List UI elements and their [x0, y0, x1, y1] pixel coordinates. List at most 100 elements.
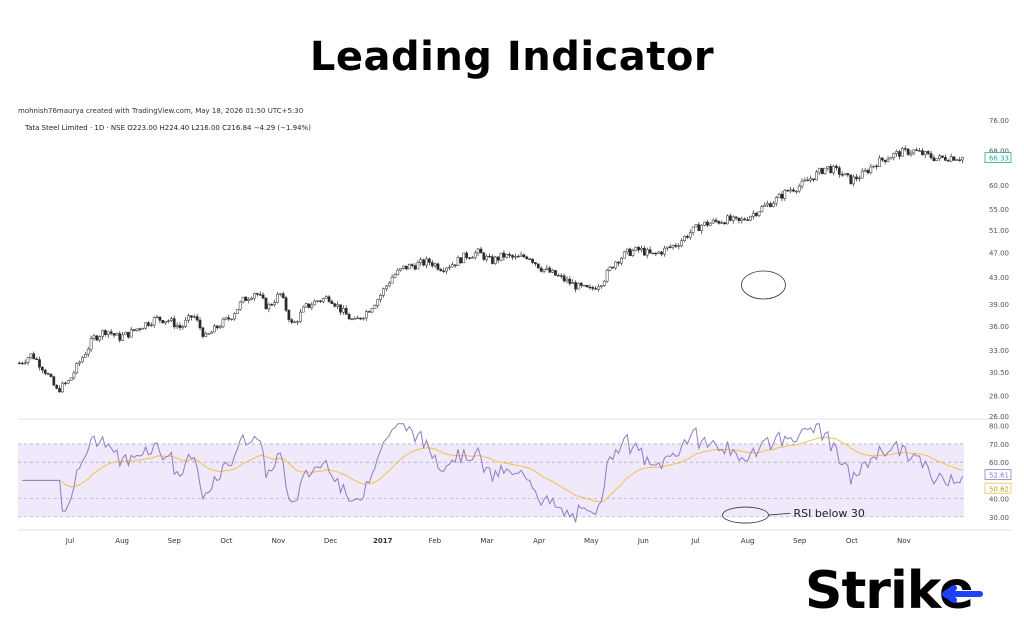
- candle: [614, 261, 618, 269]
- candle: [396, 269, 400, 275]
- candle: [812, 178, 815, 181]
- candle: [677, 245, 681, 247]
- candle: [717, 221, 721, 224]
- candle: [921, 150, 924, 156]
- candle: [213, 325, 216, 333]
- price-tick-label: 68.00: [989, 148, 1009, 156]
- candle: [628, 248, 632, 256]
- candle: [247, 299, 251, 301]
- candle: [307, 303, 311, 308]
- candle: [542, 269, 546, 272]
- candle: [938, 155, 941, 159]
- rsi-last-label: 52.61: [989, 472, 1009, 480]
- candle: [422, 259, 425, 266]
- candle: [786, 189, 790, 192]
- candle: [803, 179, 807, 182]
- candle: [794, 190, 798, 193]
- candle: [109, 331, 113, 334]
- candle: [751, 212, 755, 217]
- candle: [597, 286, 600, 290]
- candle: [499, 252, 503, 261]
- candle: [479, 248, 483, 254]
- candle: [680, 240, 683, 247]
- chart-container: 76.00 68.00 60.00 55.00 51.00 47.00 43.00 39.00…: [18, 106, 1012, 552]
- page-title: Leading Indicator: [309, 34, 715, 80]
- candle: [267, 304, 271, 310]
- candle: [585, 284, 589, 288]
- candle: [708, 222, 712, 226]
- x-axis-label: Jul: [65, 537, 75, 545]
- candle: [459, 257, 463, 264]
- price-tick-label: 47.00: [989, 250, 1009, 258]
- candle: [551, 270, 554, 273]
- candle: [783, 189, 787, 199]
- candle: [258, 294, 262, 296]
- price-tick-label: 76.00: [989, 117, 1009, 125]
- last-price-label: 66.33: [989, 155, 1009, 163]
- price-tick-label: 26.00: [989, 413, 1009, 421]
- candle: [376, 299, 380, 306]
- candle: [350, 318, 354, 321]
- candle: [852, 176, 855, 185]
- candle: [946, 160, 950, 162]
- candle: [620, 257, 623, 264]
- candle: [901, 148, 904, 157]
- candle: [906, 148, 910, 155]
- candle: [112, 333, 116, 336]
- candle: [697, 224, 701, 232]
- candle: [385, 285, 388, 290]
- candle: [502, 252, 506, 258]
- candle: [711, 219, 715, 224]
- candle: [101, 330, 104, 337]
- candle: [631, 250, 635, 256]
- candle: [264, 297, 268, 310]
- candle: [491, 256, 494, 264]
- candle: [588, 286, 592, 289]
- candle: [104, 330, 107, 335]
- candle: [195, 316, 199, 321]
- candle: [579, 282, 583, 286]
- candle: [330, 301, 334, 304]
- candle: [820, 168, 824, 175]
- candle: [187, 315, 190, 321]
- candle: [797, 185, 801, 192]
- rsi-tick-label: 70.00: [989, 441, 1009, 449]
- candle: [955, 159, 959, 161]
- rsi-last-tag: [984, 469, 1012, 481]
- candle: [863, 170, 867, 172]
- candle: [557, 275, 560, 277]
- candle: [141, 327, 145, 330]
- candle: [362, 317, 365, 320]
- rsi-tick-label: 80.00: [989, 423, 1009, 431]
- candle: [319, 300, 322, 302]
- candle: [548, 267, 552, 273]
- candle: [198, 319, 202, 329]
- x-axis-label: Sep: [793, 537, 807, 545]
- candle: [393, 274, 397, 278]
- candle: [846, 173, 850, 176]
- candle: [505, 253, 509, 258]
- x-axis-label: Apr: [533, 537, 545, 545]
- candle: [413, 265, 417, 270]
- candle: [253, 293, 256, 299]
- candle: [516, 256, 520, 258]
- candle: [600, 285, 603, 287]
- candle: [766, 203, 769, 206]
- candle: [178, 325, 182, 328]
- candle: [419, 259, 423, 263]
- candle: [840, 174, 844, 176]
- candle: [78, 361, 81, 364]
- candle: [617, 261, 620, 264]
- candle: [726, 215, 729, 225]
- candle: [582, 284, 586, 287]
- candle: [399, 268, 403, 271]
- candle: [665, 246, 669, 249]
- candle: [201, 327, 205, 337]
- candle: [304, 303, 308, 308]
- candle: [184, 319, 188, 327]
- candle: [849, 174, 853, 185]
- candle: [124, 331, 127, 336]
- candle: [313, 300, 317, 306]
- candle: [720, 222, 724, 224]
- candle: [98, 336, 102, 341]
